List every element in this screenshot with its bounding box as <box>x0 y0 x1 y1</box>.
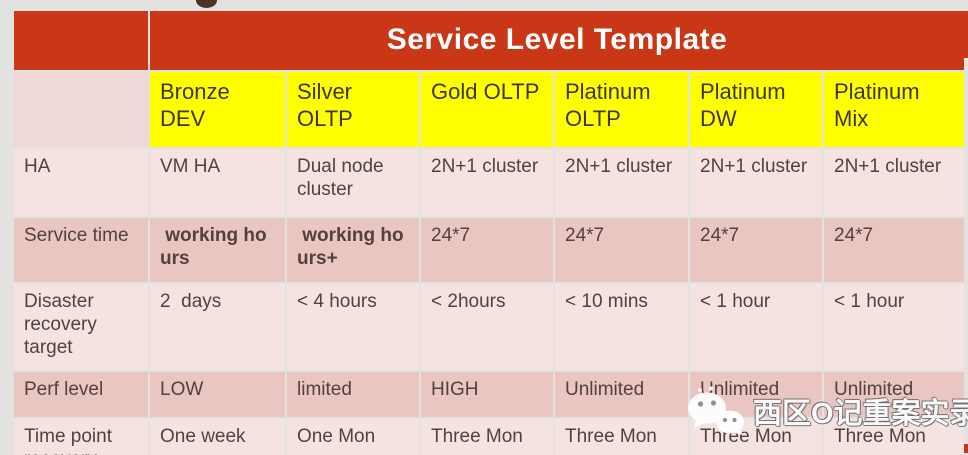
cell-time-platinum-oltp: Three Mon <box>555 419 688 455</box>
cell-disaster-platinum-oltp: < 10 mins <box>555 284 688 370</box>
cell-disaster-platinum-mix: < 1 hour <box>824 284 964 370</box>
table-title: Service Level Template <box>150 11 964 70</box>
table-row-perf-level: Perf level LOW limited HIGH Unlimited Un… <box>14 372 964 417</box>
cell-perf-silver: limited <box>287 372 419 417</box>
column-header-bronze-dev: Bronze DEV <box>150 72 285 147</box>
cell-perf-gold: HIGH <box>421 372 553 417</box>
cell-ha-gold: 2N+1 cluster <box>421 149 553 216</box>
right-edge-red-strip <box>960 11 968 58</box>
cell-time-platinum-mix: Three Mon <box>824 419 964 455</box>
row-label-ha: HA <box>14 149 148 216</box>
cell-service-gold: 24*7 <box>421 218 553 282</box>
row-label-service-time: Service time <box>14 218 148 282</box>
column-header-row: Bronze DEV Silver OLTP Gold OLTP Platinu… <box>14 72 964 147</box>
table-row-ha: HA VM HA Dual node cluster 2N+1 cluster … <box>14 149 964 216</box>
title-corner-cell <box>14 11 148 70</box>
cell-ha-silver: Dual node cluster <box>287 149 419 216</box>
service-level-table: Service Level Template Bronze DEV Silver… <box>12 9 966 455</box>
cell-ha-platinum-dw: 2N+1 cluster <box>690 149 822 216</box>
cell-disaster-bronze: 2 days <box>150 284 285 370</box>
column-header-gold-oltp: Gold OLTP <box>421 72 553 147</box>
cell-ha-bronze: VM HA <box>150 149 285 216</box>
bottom-right-red-chip <box>961 444 968 453</box>
column-header-platinum-mix: Platinum Mix <box>824 72 964 147</box>
cell-perf-platinum-mix: Unlimited <box>824 372 964 417</box>
table-row-service-time: Service time working hours working hours… <box>14 218 964 282</box>
cell-service-silver: working hours+ <box>287 218 419 282</box>
cell-service-platinum-oltp: 24*7 <box>555 218 688 282</box>
cell-disaster-platinum-dw: < 1 hour <box>690 284 822 370</box>
cell-disaster-silver: < 4 hours <box>287 284 419 370</box>
cell-disaster-gold: < 2hours <box>421 284 553 370</box>
table-row-disaster-recovery: Disaster recovery target 2 days < 4 hour… <box>14 284 964 370</box>
cell-time-gold: Three Mon <box>421 419 553 455</box>
cell-service-platinum-mix: 24*7 <box>824 218 964 282</box>
cell-time-silver: One Mon <box>287 419 419 455</box>
row-label-time-point-recovery: Time point recovery <box>14 419 148 455</box>
table-row-time-point-recovery: Time point recovery One week One Mon Thr… <box>14 419 964 455</box>
cell-time-bronze: One week <box>150 419 285 455</box>
column-header-platinum-oltp: Platinum OLTP <box>555 72 688 147</box>
corner-blank-cell <box>14 72 148 147</box>
cell-perf-platinum-dw: Unlimited <box>690 372 822 417</box>
row-label-perf-level: Perf level <box>14 372 148 417</box>
cell-time-platinum-dw: Three Mon <box>690 419 822 455</box>
table-title-row: Service Level Template <box>14 11 964 70</box>
cell-service-platinum-dw: 24*7 <box>690 218 822 282</box>
cell-perf-platinum-oltp: Unlimited <box>555 372 688 417</box>
cropped-bullet-dot <box>196 0 217 8</box>
column-header-silver-oltp: Silver OLTP <box>287 72 419 147</box>
cell-service-bronze: working hours <box>150 218 285 282</box>
cell-ha-platinum-oltp: 2N+1 cluster <box>555 149 688 216</box>
row-label-disaster-recovery: Disaster recovery target <box>14 284 148 370</box>
cell-perf-bronze: LOW <box>150 372 285 417</box>
column-header-platinum-dw: Platinum DW <box>690 72 822 147</box>
cell-ha-platinum-mix: 2N+1 cluster <box>824 149 964 216</box>
